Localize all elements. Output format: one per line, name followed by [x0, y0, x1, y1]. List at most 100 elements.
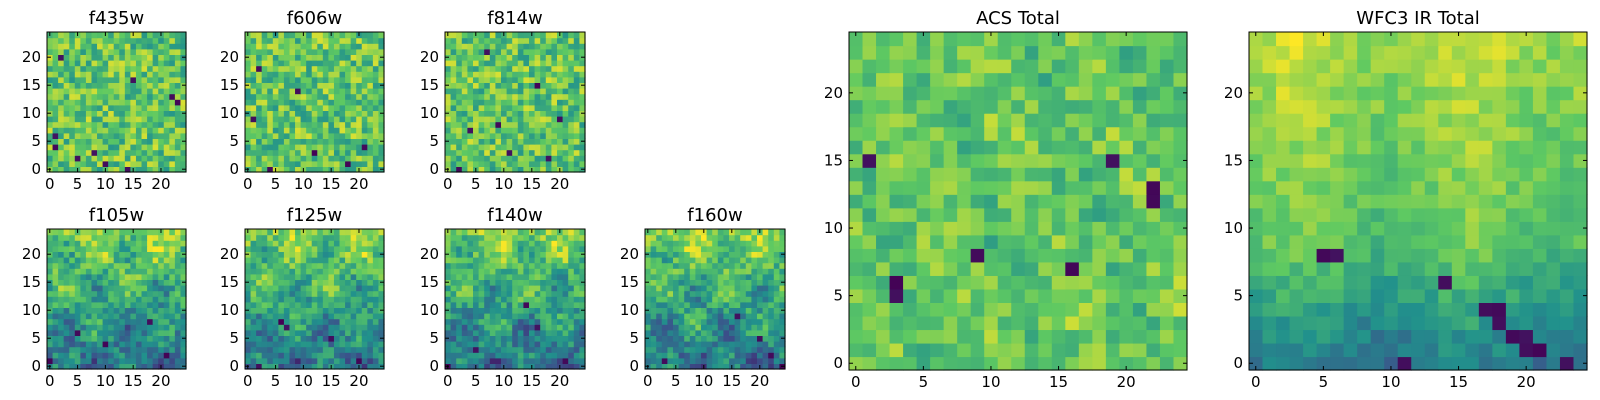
heatmap-cell — [484, 279, 491, 286]
heatmap-cell — [311, 268, 318, 275]
heatmap-cell — [97, 116, 104, 123]
heatmap-cell — [102, 99, 109, 106]
heatmap-cell — [568, 65, 575, 72]
heatmap-cell — [52, 99, 59, 106]
heatmap-cell — [152, 301, 159, 308]
heatmap-cell — [47, 318, 54, 325]
heatmap-cell — [295, 245, 302, 252]
heatmap-cell — [540, 127, 547, 134]
heatmap-cell — [579, 329, 586, 336]
heatmap-cell — [762, 363, 769, 370]
heatmap-cell — [729, 240, 736, 247]
heatmap-cell — [85, 48, 93, 55]
heatmap-cell — [113, 357, 120, 364]
heatmap-cell — [372, 116, 380, 123]
heatmap-cell — [551, 82, 558, 89]
heatmap-cell — [495, 32, 502, 39]
heatmap-cell — [378, 48, 385, 55]
heatmap-cell — [267, 88, 274, 95]
heatmap-cell — [768, 251, 775, 258]
heatmap-cell — [367, 279, 374, 286]
heatmap-cell — [261, 104, 268, 111]
heatmap-cell — [745, 268, 752, 275]
heatmap-cell — [706, 335, 713, 342]
heatmap-cell — [91, 301, 98, 308]
heatmap-cell — [295, 65, 302, 72]
heatmap-cell — [300, 43, 307, 50]
heatmap-cell — [484, 48, 491, 55]
heatmap-cell — [540, 76, 547, 83]
heatmap-cell — [350, 71, 357, 78]
heatmap-cell — [573, 313, 580, 320]
heatmap-cell — [91, 71, 98, 78]
heatmap-cell — [461, 324, 468, 331]
heatmap-cell — [529, 268, 536, 275]
heatmap-cell — [283, 346, 291, 353]
heatmap-cell — [540, 116, 547, 123]
heatmap-cell — [300, 149, 307, 156]
heatmap-cell — [91, 262, 98, 269]
heatmap-cell — [562, 234, 569, 241]
heatmap-cell — [345, 352, 352, 359]
heatmap-cell — [517, 71, 524, 78]
heatmap-cell — [322, 37, 329, 44]
heatmap-cell — [467, 76, 474, 83]
heatmap-cell — [295, 48, 302, 55]
heatmap-cell — [174, 104, 182, 111]
heatmap-cell — [461, 257, 468, 264]
heatmap-cell — [367, 240, 374, 247]
heatmap-cell — [523, 313, 530, 320]
heatmap-cell — [158, 116, 165, 123]
heatmap-cell — [562, 240, 569, 247]
heatmap-cell — [361, 138, 368, 145]
heatmap-cell — [261, 273, 268, 280]
heatmap-cell — [579, 43, 586, 50]
heatmap-cell — [523, 357, 530, 364]
heatmap-cell — [478, 324, 485, 331]
heatmap-cell — [113, 301, 120, 308]
heatmap-cell — [1051, 342, 1066, 358]
heatmap-cell — [124, 37, 131, 44]
heatmap-cell — [562, 290, 569, 297]
heatmap-cell — [278, 285, 285, 292]
heatmap-cell — [158, 313, 165, 320]
heatmap-cell — [450, 132, 457, 139]
heatmap-cell — [356, 290, 363, 297]
heatmap-cell — [467, 60, 474, 67]
heatmap-cell — [135, 121, 143, 128]
heatmap-cell — [102, 307, 109, 314]
heatmap-cell — [717, 329, 724, 336]
heatmap-cell — [1092, 275, 1107, 290]
heatmap-cell — [124, 99, 131, 106]
heatmap-cell — [768, 357, 775, 364]
heatmap-cell — [119, 138, 126, 145]
heatmap-cell — [712, 279, 719, 286]
heatmap-cell — [684, 279, 691, 286]
heatmap-cell — [495, 71, 502, 78]
heatmap-cell — [751, 257, 758, 264]
heatmap-cell — [174, 301, 182, 308]
heatmap-cell — [517, 37, 524, 44]
heatmap-cell — [1119, 207, 1134, 222]
heatmap-cell — [367, 296, 374, 303]
heatmap-cell — [768, 229, 775, 236]
heatmap-cell — [97, 76, 104, 83]
heatmap-cell — [261, 149, 268, 156]
heatmap-cell — [102, 324, 109, 331]
heatmap-cell — [579, 273, 586, 280]
heatmap-cell — [47, 149, 54, 156]
heatmap-cell — [250, 357, 257, 364]
heatmap-cell — [339, 324, 346, 331]
heatmap-cell — [512, 324, 519, 331]
heatmap-cell — [573, 335, 580, 342]
heatmap-cell — [311, 48, 318, 55]
heatmap-cell — [339, 160, 346, 167]
heatmap-cell — [113, 65, 120, 72]
heatmap-cell — [322, 99, 329, 106]
heatmap-cell — [467, 313, 474, 320]
heatmap-cell — [673, 240, 680, 247]
x-tick-label: 0 — [45, 175, 55, 193]
heatmap-cell — [1078, 315, 1093, 331]
heatmap-cell — [174, 116, 182, 123]
heatmap-cell — [706, 313, 713, 320]
